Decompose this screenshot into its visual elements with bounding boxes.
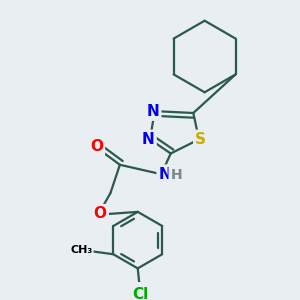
Text: Cl: Cl [133,287,149,300]
Text: O: O [90,140,103,154]
Text: S: S [195,132,206,147]
Text: CH₃: CH₃ [70,245,92,256]
Text: H: H [171,168,182,182]
Text: N: N [146,103,159,118]
Text: N: N [159,167,171,182]
Text: N: N [142,132,154,147]
Text: O: O [94,206,106,221]
